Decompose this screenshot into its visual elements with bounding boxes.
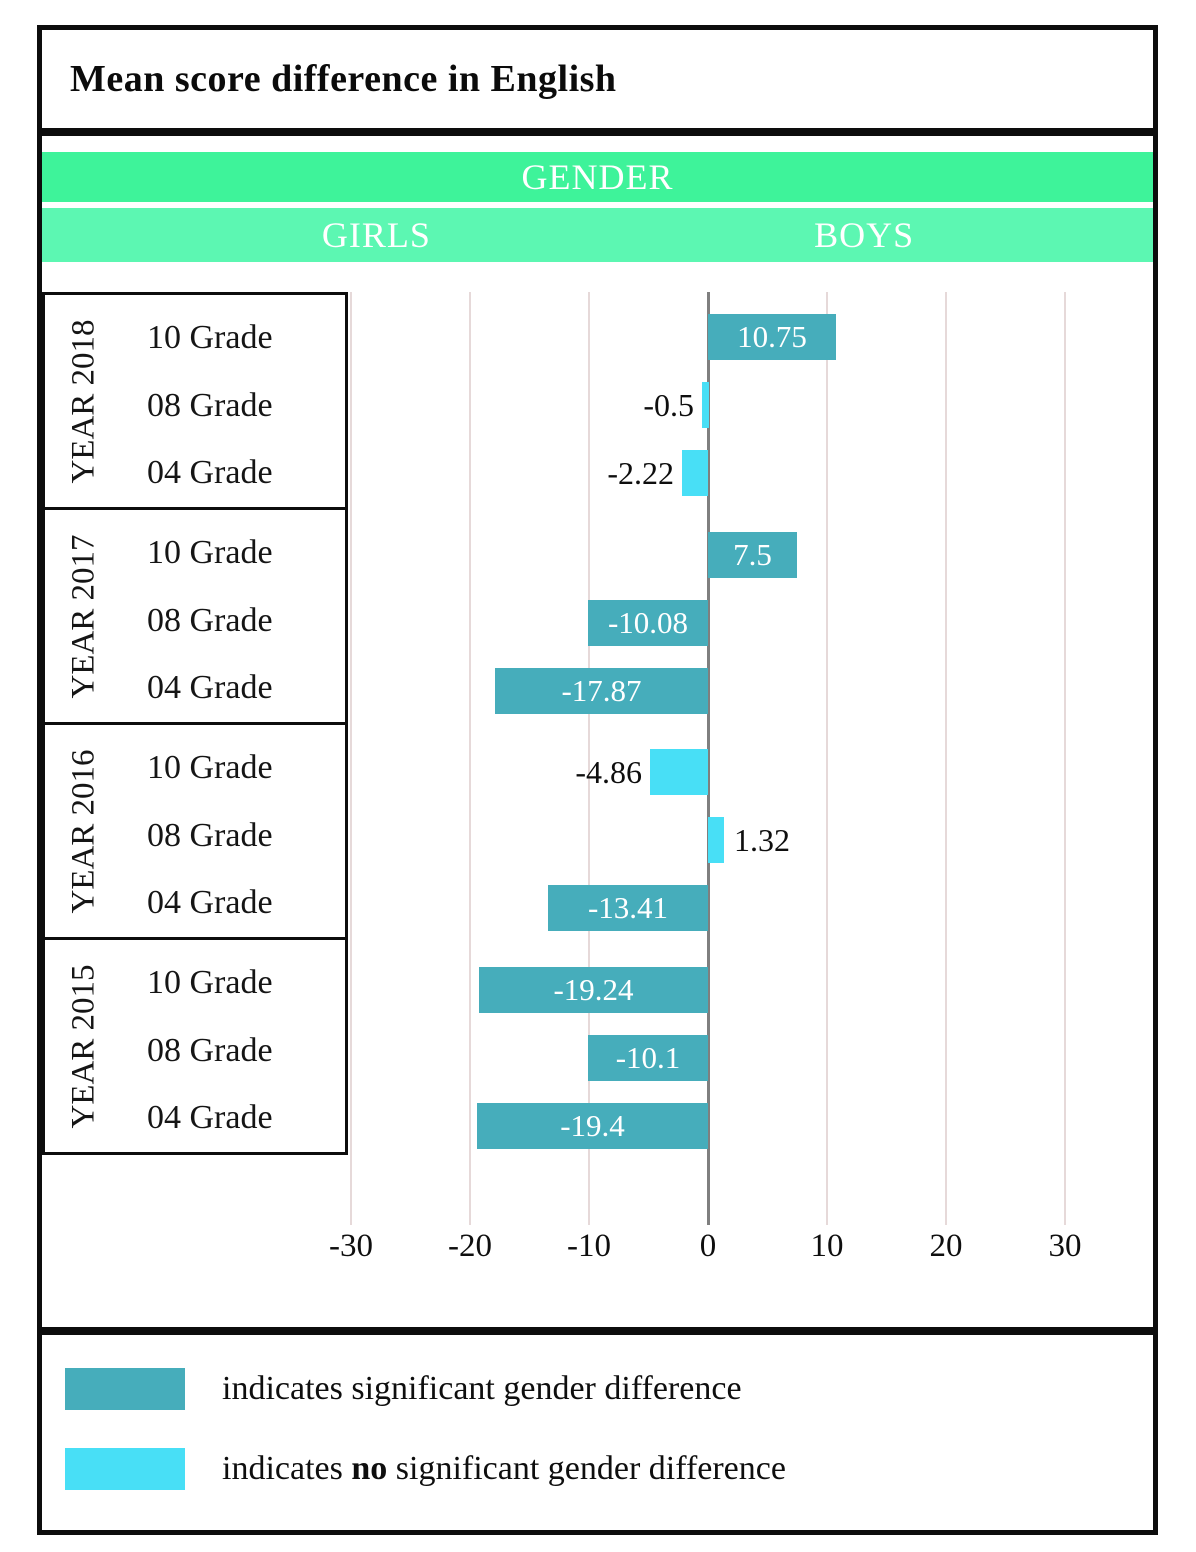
bar-significant: -13.41 <box>548 885 708 931</box>
grade-label: 08 Grade <box>147 601 273 639</box>
bar-significant: 7.5 <box>708 532 797 578</box>
grade-row: 10 Grade <box>123 734 345 802</box>
grade-rows: 10 Grade 08 Grade 04 Grade <box>123 725 345 937</box>
title-section: Mean score difference in English <box>42 30 1153 136</box>
legend-no-bold: no <box>351 1450 388 1487</box>
legend-swatch-significant <box>65 1368 185 1410</box>
boys-label: BOYS <box>814 215 915 255</box>
year-column: YEAR 2017 <box>45 510 123 722</box>
gender-label: GENDER <box>521 157 674 197</box>
bar-value-label: -19.24 <box>553 972 634 1007</box>
grade-row: 04 Grade <box>123 439 345 507</box>
grade-row: 08 Grade <box>123 587 345 655</box>
gridline <box>469 292 471 1225</box>
chart-area: YEAR 2018 10 Grade 08 Grade 04 Grade YEAR 20… <box>42 292 1153 1267</box>
bar-value-label: 10.75 <box>737 319 807 354</box>
grade-label: 04 Grade <box>147 884 273 922</box>
bar-value-label: -2.22 <box>607 455 674 491</box>
grade-row: 08 Grade <box>123 1017 345 1085</box>
year-column: YEAR 2016 <box>45 725 123 937</box>
grade-rows: 10 Grade 08 Grade 04 Grade <box>123 940 345 1152</box>
bar-value-label: -10.08 <box>607 605 689 640</box>
axis-tick-label: -30 <box>329 1228 373 1264</box>
year-box: YEAR 2016 10 Grade 08 Grade 04 Grade <box>42 722 348 940</box>
grade-row: 04 Grade <box>123 869 345 937</box>
bar-significant: -19.24 <box>479 967 708 1013</box>
legend-swatch-not-significant <box>65 1448 185 1490</box>
year-box: YEAR 2018 10 Grade 08 Grade 04 Grade <box>42 292 348 510</box>
bar-value-label: 1.32 <box>734 822 790 858</box>
axis-tick-label: 20 <box>929 1228 963 1264</box>
bar-significant: -19.4 <box>477 1103 708 1149</box>
bar-significant: -10.08 <box>588 600 708 646</box>
bar-significant: -17.87 <box>495 668 708 714</box>
grade-label: 10 Grade <box>147 963 273 1001</box>
year-label: YEAR 2015 <box>65 963 102 1129</box>
legend-text-significant: indicates significant gender difference <box>222 1370 742 1407</box>
grade-rows: 10 Grade 08 Grade 04 Grade <box>123 295 345 507</box>
gridline <box>1064 292 1066 1225</box>
axis-tick-label: 10 <box>810 1228 844 1264</box>
grade-row: 10 Grade <box>123 949 345 1017</box>
grade-row: 08 Grade <box>123 372 345 440</box>
bar-not-significant <box>702 382 709 428</box>
figure-container: Mean score difference in English GENDER … <box>37 25 1158 1535</box>
grade-label: 10 Grade <box>147 748 273 786</box>
legend-item-not-significant: indicates no significant gender differen… <box>65 1448 1153 1490</box>
girls-label: GIRLS <box>321 215 431 255</box>
bar-value-label: -0.5 <box>643 387 694 423</box>
bar-value-label: -17.87 <box>561 673 642 708</box>
year-labels-column: YEAR 2018 10 Grade 08 Grade 04 Grade YEAR 20… <box>42 292 348 1155</box>
legend: indicates significant gender difference … <box>42 1327 1153 1490</box>
year-label: YEAR 2016 <box>65 748 102 914</box>
bar-significant: -10.1 <box>588 1035 708 1081</box>
grade-rows: 10 Grade 08 Grade 04 Grade <box>123 510 345 722</box>
grade-label: 08 Grade <box>147 816 273 854</box>
gridline <box>350 292 352 1225</box>
year-column: YEAR 2018 <box>45 295 123 507</box>
grade-row: 04 Grade <box>123 1084 345 1152</box>
gridline <box>826 292 828 1225</box>
year-box: YEAR 2017 10 Grade 08 Grade 04 Grade <box>42 507 348 725</box>
axis-tick-label: 30 <box>1048 1228 1082 1264</box>
bar-not-significant <box>682 450 708 496</box>
gridline <box>588 292 590 1225</box>
year-label: YEAR 2018 <box>65 318 102 484</box>
grade-row: 10 Grade <box>123 304 345 372</box>
bar-not-significant <box>650 749 708 795</box>
girls-boys-band: GIRLS BOYS <box>42 208 1153 262</box>
bar-value-label: -13.41 <box>587 890 669 925</box>
grade-label: 08 Grade <box>147 1031 273 1069</box>
page-title: Mean score difference in English <box>70 58 617 100</box>
grade-row: 10 Grade <box>123 519 345 587</box>
bar-value-label: 7.5 <box>733 537 772 572</box>
year-column: YEAR 2015 <box>45 940 123 1152</box>
grade-row: 08 Grade <box>123 802 345 870</box>
legend-item-significant: indicates significant gender difference <box>65 1368 1153 1410</box>
bar-significant: 10.75 <box>708 314 836 360</box>
grade-label: 04 Grade <box>147 1099 273 1137</box>
bar-value-label: -4.86 <box>575 754 642 790</box>
year-box: YEAR 2015 10 Grade 08 Grade 04 Grade <box>42 937 348 1155</box>
grade-label: 10 Grade <box>147 318 273 356</box>
legend-text-not-significant: indicates no significant gender differen… <box>222 1450 786 1487</box>
bar-not-significant <box>708 817 724 863</box>
gender-band: GENDER <box>42 152 1153 202</box>
grade-label: 08 Grade <box>147 386 273 424</box>
year-label: YEAR 2017 <box>65 533 102 699</box>
grade-label: 10 Grade <box>147 533 273 571</box>
bar-value-label: -10.1 <box>615 1040 681 1075</box>
zero-gridline <box>707 292 710 1225</box>
grade-row: 04 Grade <box>123 654 345 722</box>
gridline <box>945 292 947 1225</box>
bar-value-label: -19.4 <box>560 1108 625 1143</box>
axis-tick-label: -10 <box>567 1228 611 1264</box>
grade-label: 04 Grade <box>147 454 273 492</box>
axis-tick-label: 0 <box>699 1228 717 1264</box>
axis-tick-label: -20 <box>448 1228 492 1264</box>
grade-label: 04 Grade <box>147 669 273 707</box>
